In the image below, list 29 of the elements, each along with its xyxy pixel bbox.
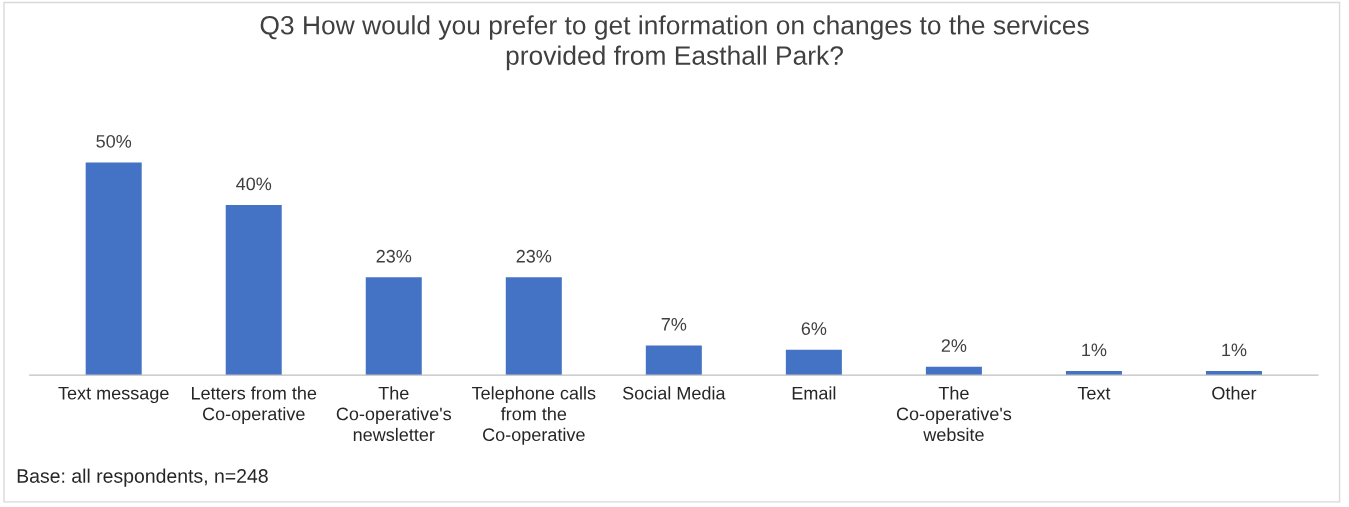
data-label: 50% — [96, 134, 132, 148]
data-label: 23% — [376, 249, 412, 263]
bar — [1065, 370, 1122, 376]
data-label: 7% — [661, 318, 687, 331]
bar — [645, 345, 702, 376]
data-label: 23% — [516, 249, 552, 263]
x-tick-label: Text — [1077, 386, 1111, 400]
bar — [365, 277, 422, 376]
x-tick-label: Social Media — [622, 386, 726, 400]
bar — [225, 204, 282, 376]
bar — [85, 162, 142, 376]
data-label: 2% — [941, 339, 967, 352]
x-tick-label: The Co-operative's website — [896, 386, 1012, 442]
bar — [505, 277, 562, 376]
x-tick-label: Other — [1212, 386, 1257, 400]
bar — [785, 349, 842, 376]
bar — [925, 366, 982, 376]
x-tick-label: Telephone calls from the Co-operative — [471, 386, 596, 445]
data-label: 1% — [1082, 343, 1107, 357]
bar — [1205, 370, 1262, 376]
x-tick-label: Text message — [58, 386, 169, 404]
data-label: 6% — [801, 322, 827, 335]
text: Base: all respondents, n=248 — [17, 468, 268, 487]
x-tick-label: Letters from the Co-operative — [191, 386, 317, 424]
data-label: 40% — [236, 177, 272, 191]
x-tick-label: The Co-operative's newsletter — [336, 386, 452, 442]
x-tick-label: Email — [792, 386, 836, 400]
chart-title: Q3 How would you prefer to get information on changes to the services provided from Easthall Park? — [260, 15, 1089, 71]
data-label: 1% — [1222, 343, 1247, 357]
